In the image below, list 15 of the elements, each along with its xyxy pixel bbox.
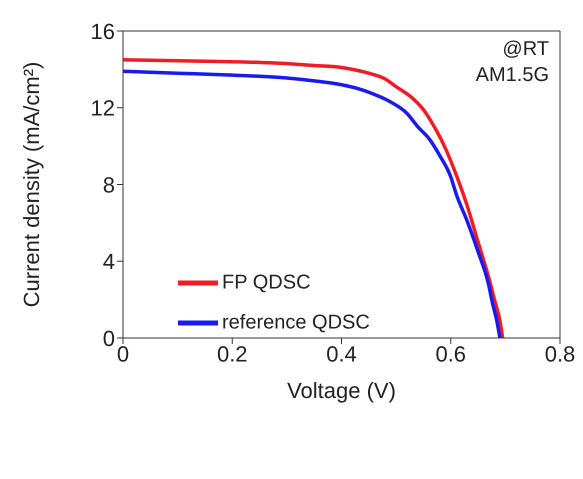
- y-tick-label: 12: [90, 96, 115, 121]
- y-axis-title: Current density (mA/cm²): [18, 62, 44, 308]
- y-tick-label: 4: [102, 249, 115, 274]
- legend-label: FP QDSC: [222, 271, 311, 294]
- x-axis-title: Voltage (V): [287, 378, 396, 403]
- y-tick-label: 16: [90, 18, 115, 44]
- x-tick-label: 0.2: [216, 342, 248, 367]
- legend-label: reference QDSC: [222, 311, 370, 334]
- x-tick-label: 0.6: [435, 342, 466, 367]
- y-tick-label: 0: [102, 326, 115, 351]
- x-tick-label: 0.4: [326, 342, 357, 367]
- annotation: AM1.5G: [474, 64, 549, 87]
- y-tick-label: 8: [102, 172, 115, 198]
- annotation: @RT: [501, 38, 549, 61]
- x-tick-label: 0.8: [544, 342, 576, 367]
